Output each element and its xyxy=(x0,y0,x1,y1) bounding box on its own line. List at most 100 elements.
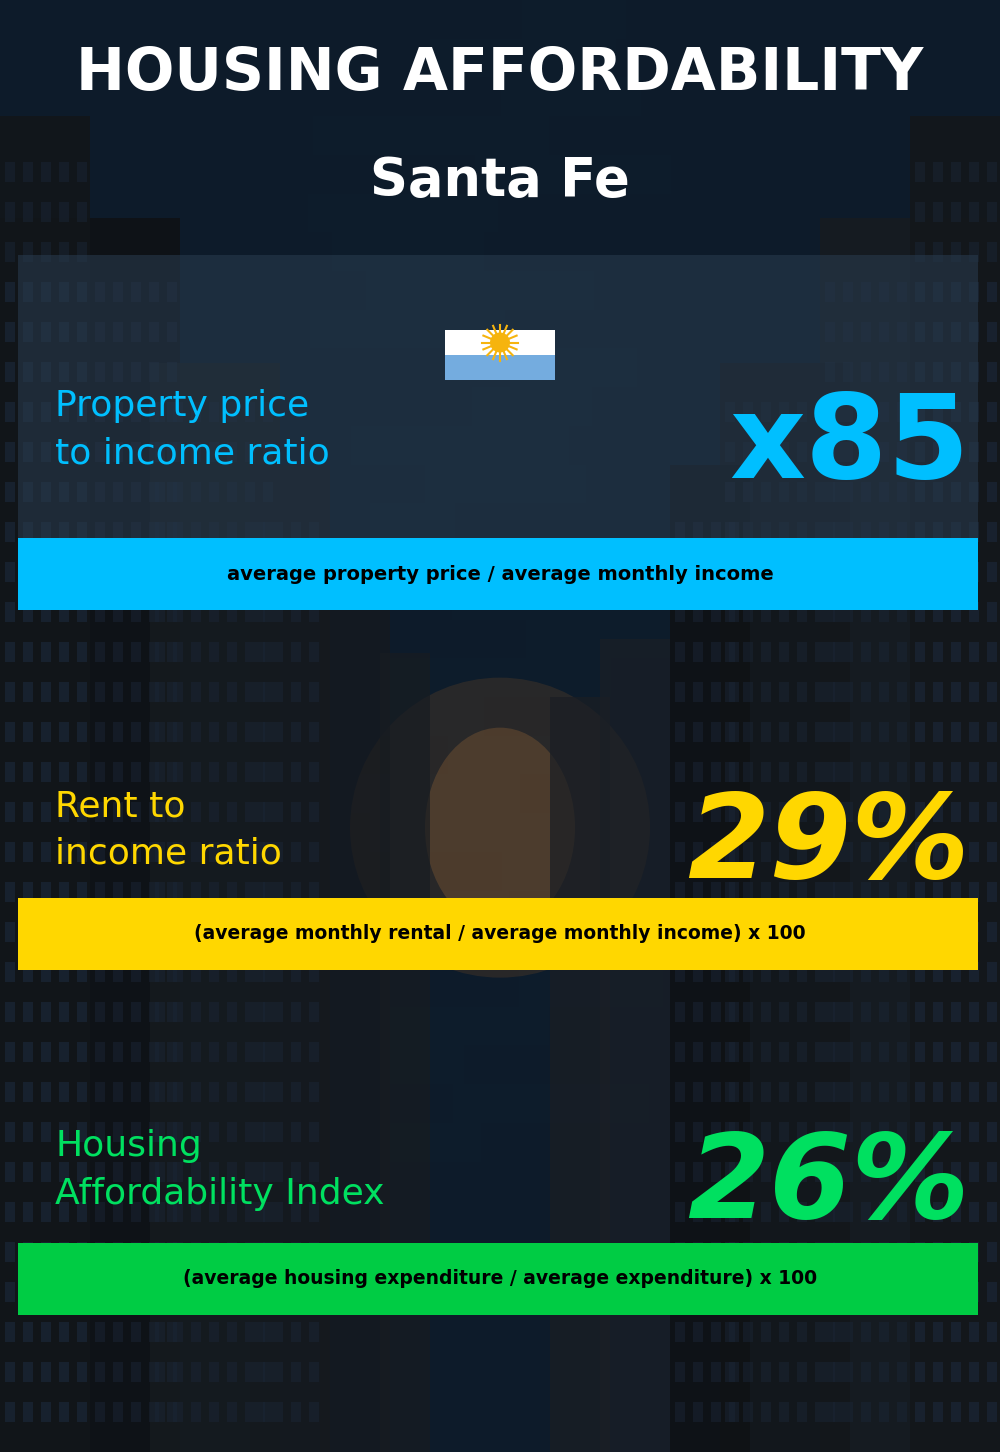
Bar xyxy=(167,523,177,542)
Bar xyxy=(77,802,87,822)
Bar xyxy=(5,842,15,862)
Bar xyxy=(693,963,703,982)
Bar xyxy=(309,1043,319,1061)
Bar xyxy=(77,762,87,783)
Bar xyxy=(59,282,69,302)
Bar xyxy=(969,642,979,662)
Bar xyxy=(725,1082,735,1102)
Bar xyxy=(263,1321,273,1342)
Bar xyxy=(833,1122,843,1143)
Bar xyxy=(797,762,807,783)
Bar xyxy=(779,1082,789,1102)
Bar xyxy=(933,562,943,582)
Bar xyxy=(59,642,69,662)
Bar xyxy=(59,1202,69,1223)
Bar xyxy=(861,922,871,942)
Bar xyxy=(131,482,141,502)
Bar xyxy=(227,1082,237,1102)
Bar xyxy=(833,1162,843,1182)
Bar xyxy=(711,1202,721,1223)
Bar xyxy=(815,1403,825,1422)
Bar xyxy=(245,1241,255,1262)
Bar xyxy=(445,330,555,354)
Bar xyxy=(897,881,907,902)
Bar xyxy=(23,441,33,462)
Bar xyxy=(933,523,943,542)
Bar xyxy=(155,1162,165,1182)
Bar xyxy=(380,653,430,1452)
Bar xyxy=(711,762,721,783)
Bar xyxy=(711,603,721,621)
Bar xyxy=(23,1403,33,1422)
Bar xyxy=(675,682,685,701)
Bar xyxy=(227,963,237,982)
Bar xyxy=(725,1122,735,1143)
Bar xyxy=(725,1241,735,1262)
Bar xyxy=(23,482,33,502)
Bar xyxy=(951,1082,961,1102)
Bar xyxy=(825,603,835,621)
Bar xyxy=(743,722,753,742)
Bar xyxy=(59,722,69,742)
Bar xyxy=(255,603,265,621)
Bar xyxy=(5,762,15,783)
Bar xyxy=(41,682,51,701)
Bar xyxy=(245,441,255,462)
Bar xyxy=(951,1241,961,1262)
Bar xyxy=(131,1002,141,1022)
Bar xyxy=(879,1241,889,1262)
Bar xyxy=(987,1241,997,1262)
Bar xyxy=(155,603,165,621)
Bar xyxy=(675,1362,685,1382)
Bar xyxy=(59,722,69,742)
Bar xyxy=(131,1321,141,1342)
Bar xyxy=(155,762,165,783)
Bar xyxy=(675,603,685,621)
Bar xyxy=(263,922,273,942)
Text: (average housing expenditure / average expenditure) x 100: (average housing expenditure / average e… xyxy=(183,1269,817,1288)
Bar xyxy=(245,642,255,662)
Bar xyxy=(77,202,87,222)
Bar xyxy=(167,1122,177,1143)
Bar xyxy=(843,963,853,982)
Bar xyxy=(833,963,843,982)
Bar xyxy=(95,482,105,502)
Bar xyxy=(969,1321,979,1342)
Bar xyxy=(255,881,265,902)
Bar xyxy=(155,402,165,423)
Bar xyxy=(131,562,141,582)
Bar xyxy=(113,762,123,783)
Bar xyxy=(915,523,925,542)
Bar xyxy=(743,441,753,462)
Bar xyxy=(173,1321,183,1342)
Bar xyxy=(933,402,943,423)
Bar xyxy=(833,802,843,822)
Bar xyxy=(987,482,997,502)
Bar xyxy=(291,1241,301,1262)
Bar xyxy=(933,603,943,621)
Bar xyxy=(131,963,141,982)
Bar xyxy=(77,722,87,742)
Bar xyxy=(969,562,979,582)
Bar xyxy=(711,642,721,662)
Bar xyxy=(969,282,979,302)
Bar xyxy=(5,1321,15,1342)
Bar xyxy=(915,802,925,822)
Bar xyxy=(915,1082,925,1102)
Bar xyxy=(969,963,979,982)
Bar xyxy=(675,1082,685,1102)
Bar xyxy=(5,1002,15,1022)
Bar xyxy=(77,1403,87,1422)
Bar xyxy=(77,1282,87,1302)
Bar xyxy=(291,1002,301,1022)
Bar xyxy=(5,1282,15,1302)
Bar xyxy=(131,322,141,343)
Bar xyxy=(77,922,87,942)
Bar xyxy=(209,482,219,502)
Bar xyxy=(843,881,853,902)
Bar xyxy=(149,482,159,502)
Bar xyxy=(861,722,871,742)
Bar xyxy=(113,282,123,302)
Bar xyxy=(915,1241,925,1262)
Bar xyxy=(897,842,907,862)
